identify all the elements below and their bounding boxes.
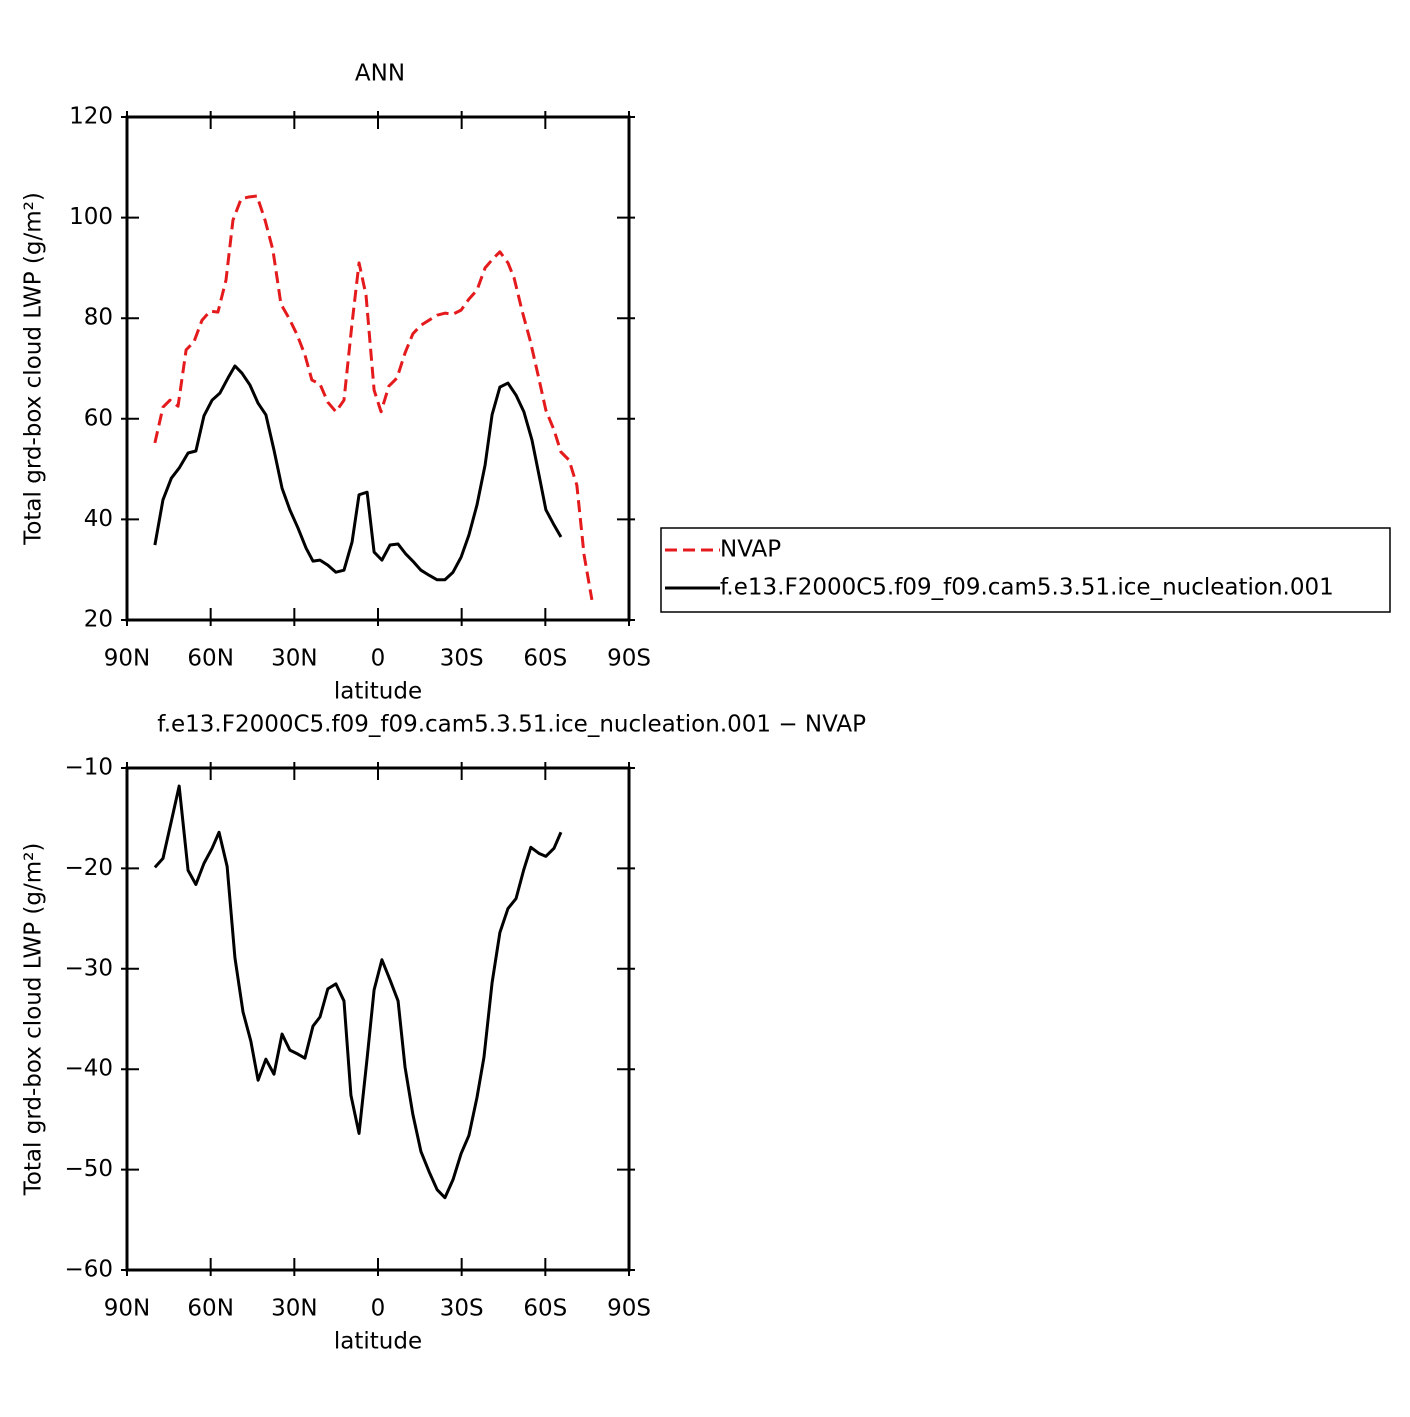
y-tick-label: −40	[64, 1056, 113, 1082]
y-tick-label: −10	[64, 755, 113, 781]
plot-frame	[125, 115, 631, 622]
x-tick-label: 30S	[440, 1296, 484, 1322]
y-tick-label: 60	[84, 405, 113, 431]
y-axis-label: Total grd-box cloud LWP (g/m²)	[21, 843, 47, 1197]
x-tick-label: 30N	[271, 646, 317, 672]
y-tick-label: −60	[64, 1257, 113, 1283]
x-tick-label: 90S	[607, 646, 651, 672]
x-tick-label: 30N	[271, 1296, 317, 1322]
y-axis-label: Total grd-box cloud LWP (g/m²)	[21, 192, 47, 546]
legend: NVAP f.e13.F2000C5.f09_f09.cam5.3.51.ice_…	[660, 527, 1391, 613]
legend-frame	[660, 527, 1391, 613]
x-tick-label: 60N	[187, 646, 233, 672]
y-tick-label: 40	[84, 506, 113, 532]
x-axis-label: latitude	[334, 1329, 422, 1355]
plot-frame	[125, 766, 631, 1272]
x-tick-label: 90N	[104, 1296, 150, 1322]
chart-title: ANN	[355, 61, 405, 87]
x-tick-label: 0	[371, 646, 386, 672]
x-axis-label: latitude	[334, 679, 422, 705]
y-tick-label: 120	[69, 104, 113, 130]
data-line	[153, 194, 594, 601]
legend-label: f.e13.F2000C5.f09_f09.cam5.3.51.ice_nucl…	[720, 575, 1334, 601]
y-tick-label: −50	[64, 1156, 113, 1182]
x-tick-label: 60N	[187, 1296, 233, 1322]
y-tick-label: 80	[84, 305, 113, 331]
chart-title: f.e13.F2000C5.f09_f09.cam5.3.51.ice_nucl…	[157, 712, 866, 738]
y-tick-label: 100	[69, 204, 113, 230]
x-tick-label: 30S	[440, 646, 484, 672]
data-line	[153, 364, 563, 582]
y-tick-label: 20	[84, 607, 113, 633]
x-tick-label: 0	[371, 1296, 386, 1322]
x-tick-label: 90N	[104, 646, 150, 672]
x-tick-label: 60S	[523, 1296, 567, 1322]
x-tick-label: 90S	[607, 1296, 651, 1322]
x-tick-label: 60S	[523, 646, 567, 672]
y-tick-label: −30	[64, 955, 113, 981]
data-line	[153, 784, 563, 1200]
y-tick-label: −20	[64, 855, 113, 881]
legend-label: NVAP	[720, 537, 781, 563]
